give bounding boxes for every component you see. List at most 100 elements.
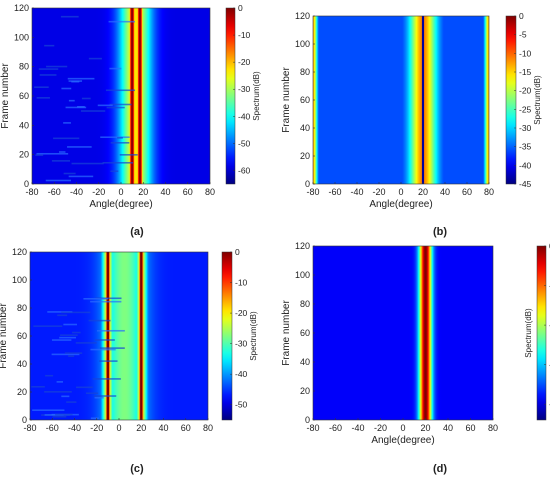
heatmap-streak bbox=[63, 323, 77, 326]
x-tick-label: 0 bbox=[398, 187, 403, 197]
heatmap-image bbox=[30, 252, 208, 420]
heatmap-streak bbox=[97, 104, 113, 107]
colorbar-tick-label: -50 bbox=[238, 138, 251, 148]
heatmap-streak bbox=[71, 162, 104, 165]
x-tick-label: 40 bbox=[443, 423, 453, 433]
y-tick-label: 0 bbox=[24, 179, 29, 189]
heatmap-image bbox=[313, 246, 493, 420]
y-tick-label: 0 bbox=[22, 415, 27, 425]
heatmap-streak bbox=[68, 175, 94, 178]
colorbar-tick-label: -10 bbox=[235, 278, 248, 288]
x-tick-label: 60 bbox=[465, 423, 475, 433]
panel-label: (c) bbox=[130, 463, 144, 475]
heatmap-streak bbox=[72, 331, 81, 334]
colorbar bbox=[225, 7, 236, 185]
y-axis-label: Frame number bbox=[0, 63, 11, 129]
y-axis-label: Frame number bbox=[281, 67, 292, 133]
x-tick-label: 20 bbox=[418, 187, 428, 197]
y-axis-label: Frame number bbox=[0, 303, 9, 369]
x-tick-label: 80 bbox=[205, 187, 215, 197]
heatmap-streak bbox=[44, 44, 55, 47]
x-tick-label: 60 bbox=[183, 187, 193, 197]
heatmap-streak bbox=[80, 110, 106, 112]
heatmap-panel-3: -80 -60 -40 -20 0 20 40 60 80 0 20 40 60 80 100 120 Fram… bbox=[0, 247, 258, 475]
colorbar-tick-label: -60 bbox=[238, 165, 251, 175]
heatmap-streak bbox=[100, 136, 130, 139]
colorbar bbox=[536, 245, 547, 421]
y-tick-label: 40 bbox=[19, 120, 29, 130]
colorbar-tick-label: 0 bbox=[238, 3, 243, 13]
x-tick-label: -80 bbox=[306, 423, 319, 433]
heatmap-streak bbox=[102, 161, 134, 164]
y-tick-label: 100 bbox=[14, 32, 29, 42]
colorbar-tick-label: -30 bbox=[235, 339, 248, 349]
y-tick-label: 80 bbox=[19, 62, 29, 72]
x-tick-label: -60 bbox=[46, 423, 59, 433]
heatmap-streak bbox=[109, 67, 122, 70]
heatmap-streak bbox=[59, 336, 76, 339]
heatmap-streak bbox=[65, 106, 87, 109]
x-tick-label: 20 bbox=[138, 187, 148, 197]
heatmap-streak bbox=[88, 57, 102, 60]
x-tick-label: -80 bbox=[23, 423, 36, 433]
colorbar-tick-label: -45 bbox=[519, 179, 532, 189]
x-tick-label: 60 bbox=[181, 423, 191, 433]
y-axis-label: Frame number bbox=[281, 300, 292, 366]
colorbar-label: Spectrum(dB) bbox=[524, 308, 533, 358]
colorbar-tick-label: -20 bbox=[519, 86, 532, 96]
x-tick-label: -20 bbox=[92, 187, 105, 197]
heatmap-streak bbox=[67, 77, 95, 80]
heatmap-streak bbox=[59, 151, 66, 153]
heatmap-streak bbox=[108, 20, 135, 23]
heatmap-panel-4: -80 -60 -40 -20 0 20 40 60 80 0 20 40 60 80 100 120 Angl… bbox=[281, 241, 550, 475]
x-tick-label: 0 bbox=[116, 423, 121, 433]
y-tick-label: 20 bbox=[19, 150, 29, 160]
y-tick-label: 0 bbox=[305, 415, 310, 425]
x-tick-label: -40 bbox=[70, 187, 83, 197]
colorbar-tick-label: -20 bbox=[235, 308, 248, 318]
heatmap-streak bbox=[45, 179, 71, 182]
heatmap-streak bbox=[67, 146, 92, 148]
heatmap-streak bbox=[61, 87, 72, 90]
heatmap-streak bbox=[90, 300, 122, 303]
x-tick-label: 40 bbox=[158, 423, 168, 433]
y-tick-label: 100 bbox=[295, 39, 310, 49]
heatmap-streak bbox=[83, 297, 108, 300]
heatmap-streak bbox=[51, 339, 72, 341]
y-tick-label: 80 bbox=[17, 303, 27, 313]
heatmap-streak bbox=[63, 172, 76, 175]
colorbar-tick-label: -50 bbox=[235, 400, 248, 410]
y-tick-label: 120 bbox=[295, 11, 310, 21]
heatmap-streak bbox=[95, 297, 122, 300]
heatmap-streak bbox=[90, 417, 99, 420]
x-axis-label: Angle(degree) bbox=[369, 199, 432, 210]
colorbar-tick-label: -10 bbox=[519, 48, 532, 58]
y-tick-label: 120 bbox=[12, 247, 27, 257]
colorbar-tick-label: -40 bbox=[235, 369, 248, 379]
heatmap-streak bbox=[57, 314, 68, 317]
heatmap-streak bbox=[61, 311, 91, 314]
heatmap-streak bbox=[56, 381, 63, 383]
colorbar-tick-label: -10 bbox=[238, 30, 251, 40]
heatmap-streak bbox=[90, 348, 116, 351]
panel-label: (b) bbox=[433, 226, 447, 238]
y-tick-label: 60 bbox=[300, 95, 310, 105]
heatmap-streak bbox=[119, 154, 138, 156]
heatmap-streak bbox=[51, 353, 80, 356]
heatmap-streak bbox=[68, 355, 75, 357]
heatmap-streak bbox=[109, 103, 132, 106]
colorbar bbox=[221, 251, 233, 421]
heatmap-streak bbox=[46, 65, 68, 68]
heatmap-streak bbox=[76, 386, 93, 389]
x-tick-label: 60 bbox=[462, 187, 472, 197]
heatmap-streak bbox=[97, 329, 125, 332]
y-tick-label: 80 bbox=[300, 67, 310, 77]
heatmap-streak bbox=[34, 86, 49, 89]
colorbar-tick-label: 0 bbox=[519, 11, 524, 21]
x-tick-label: -80 bbox=[25, 187, 38, 197]
colorbar bbox=[505, 15, 517, 185]
x-tick-label: 80 bbox=[488, 423, 498, 433]
heatmap-streak bbox=[106, 106, 125, 109]
x-tick-label: -20 bbox=[372, 187, 385, 197]
x-tick-label: -20 bbox=[374, 423, 387, 433]
